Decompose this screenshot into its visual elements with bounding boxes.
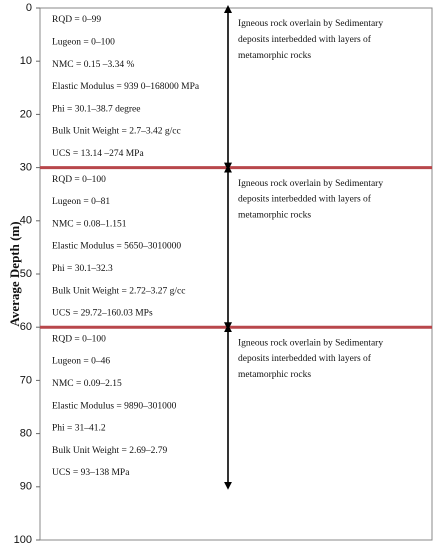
property: RQD = 0–99: [52, 15, 101, 25]
property: UCS = 13.14 –274 MPa: [52, 149, 144, 159]
description: Igneous rock overlain by Sedimentary: [238, 179, 383, 189]
property: Phi = 31–41.2: [52, 424, 106, 434]
property: NMC = 0.15 –3.34 %: [52, 60, 135, 70]
description: deposits interbedded with layers of: [238, 353, 372, 364]
property: Phi = 30.1–38.7 degree: [52, 104, 140, 114]
description: deposits interbedded with layers of: [238, 194, 372, 205]
tick-label: 10: [20, 55, 32, 67]
description: metamorphic rocks: [238, 210, 311, 220]
property: Elastic Modulus = 9890–301000: [52, 401, 177, 411]
tick-label: 40: [20, 215, 32, 227]
property: UCS = 93–138 MPa: [52, 468, 130, 478]
property: NMC = 0.09–2.15: [52, 379, 122, 389]
property: NMC = 0.08–1.151: [52, 219, 127, 229]
property: Lugeon = 0–100: [52, 37, 115, 47]
axis-label: Average Depth (m): [7, 221, 22, 326]
property: Bulk Unit Weight = 2.69–2.79: [52, 446, 168, 456]
tick-label: 100: [14, 534, 32, 546]
description: Igneous rock overlain by Sedimentary: [238, 19, 383, 29]
property: Lugeon = 0–81: [52, 197, 110, 207]
tick-label: 20: [20, 108, 32, 120]
property: Elastic Modulus = 939 0–168000 MPa: [52, 82, 200, 92]
tick-label: 70: [20, 374, 32, 386]
tick-label: 30: [20, 162, 32, 174]
description: metamorphic rocks: [238, 370, 311, 380]
tick-label: 0: [26, 2, 32, 14]
property: Lugeon = 0–46: [52, 357, 110, 367]
description: Igneous rock overlain by Sedimentary: [238, 338, 383, 348]
description: deposits interbedded with layers of: [238, 34, 372, 45]
property: RQD = 0–100: [52, 334, 106, 344]
property: UCS = 29.72–160.03 MPs: [52, 309, 153, 319]
property: Elastic Modulus = 5650–3010000: [52, 242, 181, 252]
property: Phi = 30.1–32.3: [52, 264, 113, 274]
property: Bulk Unit Weight = 2.72–3.27 g/cc: [52, 286, 185, 296]
tick-label: 80: [20, 428, 32, 440]
tick-label: 90: [20, 481, 32, 493]
tick-label: 60: [20, 321, 32, 333]
description: metamorphic rocks: [238, 51, 311, 61]
property: Bulk Unit Weight = 2.7–3.42 g/cc: [52, 127, 181, 137]
property: RQD = 0–100: [52, 175, 106, 185]
tick-label: 50: [20, 268, 32, 280]
